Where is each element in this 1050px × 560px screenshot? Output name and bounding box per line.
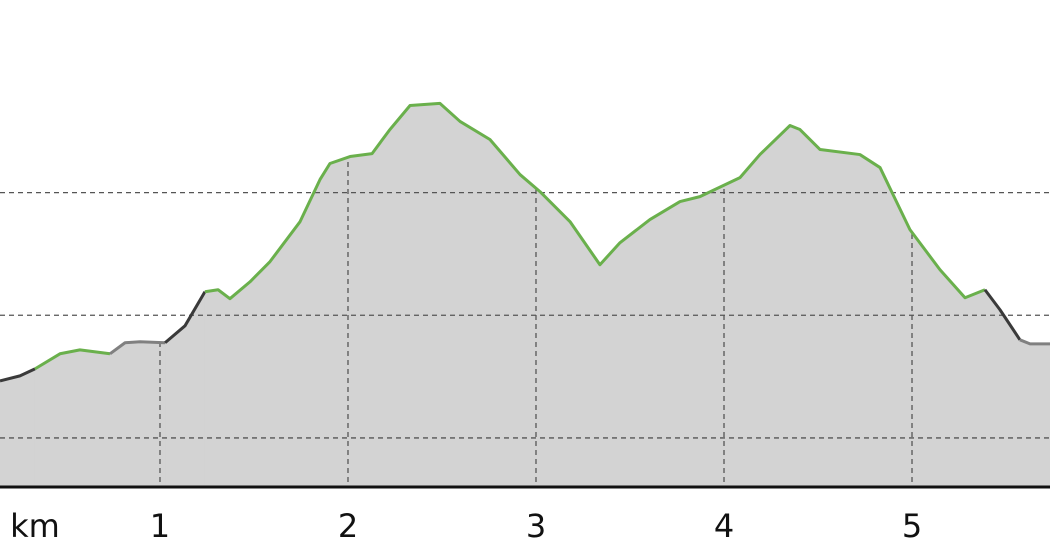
- profile-line: [34, 348, 111, 371]
- area: [164, 289, 206, 488]
- area: [1019, 339, 1050, 488]
- area: [109, 341, 166, 488]
- x-axis-label: km: [10, 507, 60, 545]
- x-tick-label: 2: [338, 507, 358, 545]
- profile-line: [109, 340, 166, 355]
- area: [984, 288, 1021, 488]
- profile-line: [204, 101, 986, 301]
- profile-line: [0, 367, 36, 383]
- x-tick-label: 5: [902, 507, 922, 545]
- profile-line: [983, 288, 1022, 341]
- area: [0, 368, 36, 488]
- x-tick-label: 1: [150, 507, 170, 545]
- area: [34, 349, 111, 488]
- x-tick-label: 3: [526, 507, 546, 545]
- x-tick-label: 4: [714, 507, 734, 545]
- profile-line: [1019, 338, 1050, 346]
- profile-line: [164, 290, 207, 344]
